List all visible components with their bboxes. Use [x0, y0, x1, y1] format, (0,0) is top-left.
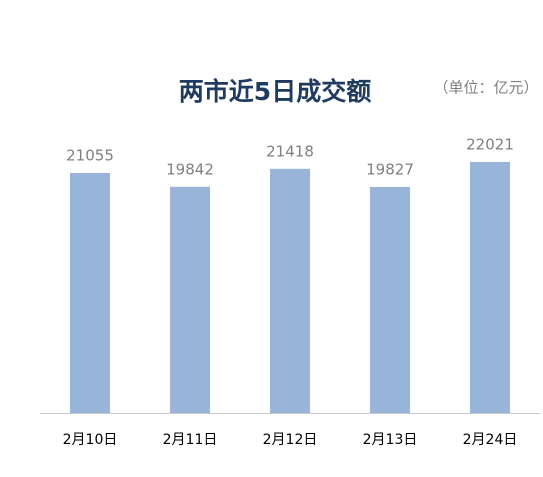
- bar: [470, 161, 510, 413]
- value-label: 21418: [266, 142, 314, 160]
- x-tick-label: 2月12日: [263, 432, 318, 448]
- x-tick-label: 2月10日: [63, 432, 118, 448]
- x-tick-label: 2月11日: [163, 432, 218, 448]
- bar: [70, 172, 110, 413]
- value-label: 19842: [166, 160, 214, 178]
- value-label: 22021: [466, 135, 514, 153]
- bar: [370, 186, 410, 413]
- bar: [170, 186, 210, 413]
- x-tick-label: 2月13日: [363, 432, 418, 448]
- x-tick-label: 2月24日: [463, 432, 518, 448]
- value-label: 21055: [66, 146, 114, 164]
- bar: [270, 168, 310, 413]
- chart-title: 两市近5日成交额: [179, 77, 371, 106]
- value-label: 19827: [366, 160, 414, 178]
- chart-subtitle: （单位：亿元）: [433, 79, 538, 97]
